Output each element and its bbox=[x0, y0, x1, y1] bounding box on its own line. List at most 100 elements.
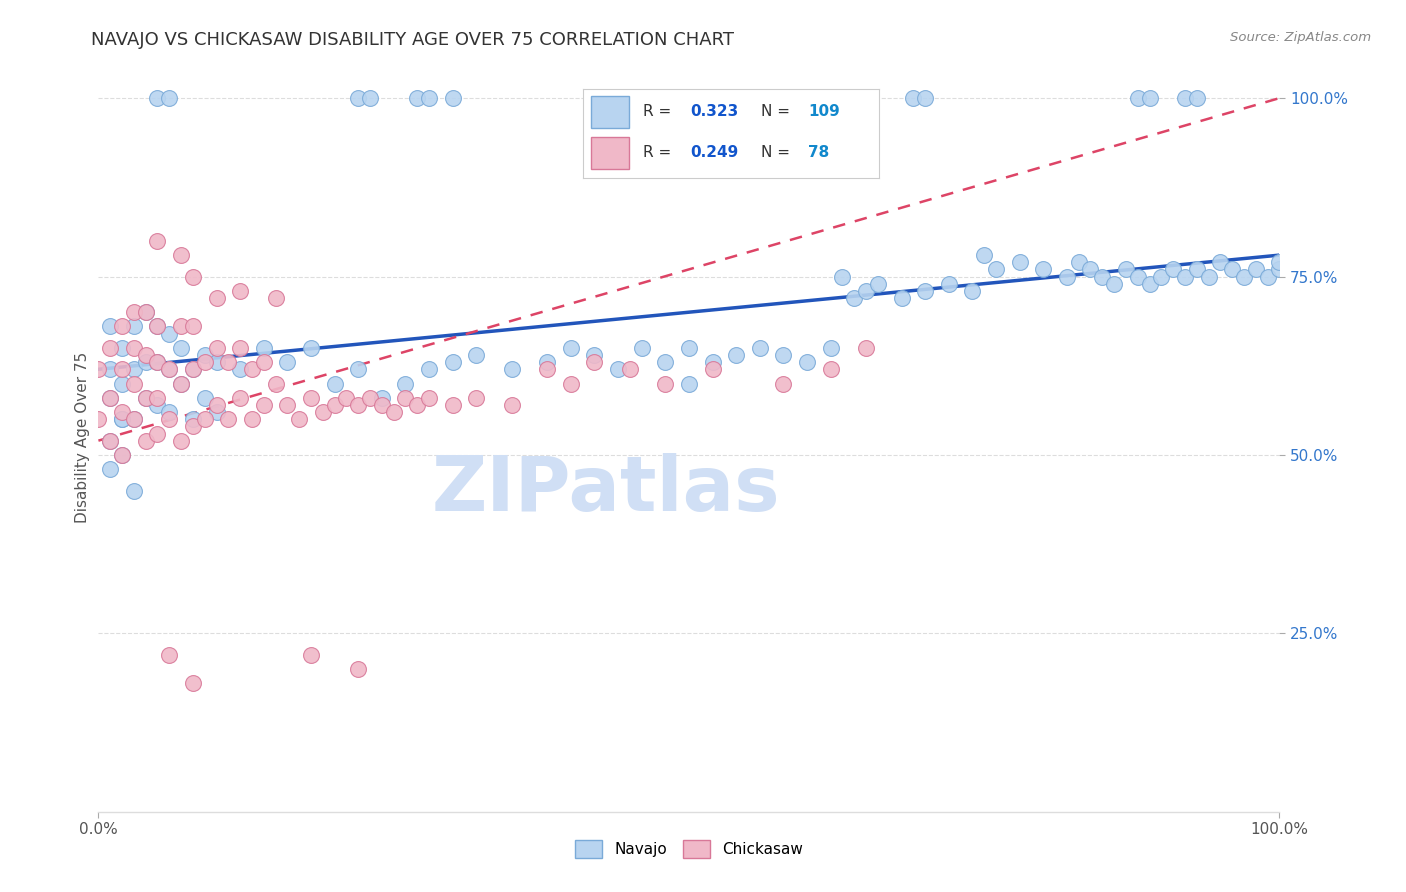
Point bbox=[418, 362, 440, 376]
Point bbox=[264, 291, 287, 305]
Point bbox=[1257, 269, 1279, 284]
Point bbox=[146, 319, 169, 334]
Point bbox=[157, 362, 180, 376]
Point bbox=[122, 305, 145, 319]
Point bbox=[914, 284, 936, 298]
Point bbox=[170, 434, 193, 448]
Point bbox=[1244, 262, 1267, 277]
Point bbox=[748, 341, 770, 355]
Point bbox=[111, 341, 134, 355]
Point bbox=[973, 248, 995, 262]
Point bbox=[855, 284, 877, 298]
Point bbox=[1067, 255, 1090, 269]
Point bbox=[135, 305, 157, 319]
Point bbox=[418, 391, 440, 405]
Point bbox=[170, 341, 193, 355]
Point bbox=[465, 348, 488, 362]
Text: R =: R = bbox=[643, 145, 676, 160]
Text: 0.249: 0.249 bbox=[690, 145, 738, 160]
Point bbox=[253, 355, 276, 369]
Point bbox=[205, 405, 228, 419]
Text: R =: R = bbox=[643, 104, 676, 120]
Point bbox=[962, 284, 984, 298]
Point bbox=[194, 348, 217, 362]
Point bbox=[170, 376, 193, 391]
Point bbox=[276, 398, 298, 412]
Text: N =: N = bbox=[761, 104, 790, 120]
Point bbox=[536, 355, 558, 369]
Point bbox=[441, 355, 464, 369]
Point bbox=[583, 348, 606, 362]
Point bbox=[157, 405, 180, 419]
Point bbox=[678, 376, 700, 391]
Point bbox=[229, 391, 252, 405]
Point bbox=[229, 284, 252, 298]
Point bbox=[299, 391, 322, 405]
Point bbox=[560, 376, 582, 391]
Point bbox=[890, 291, 912, 305]
Point bbox=[1233, 269, 1256, 284]
Point bbox=[702, 362, 724, 376]
Point bbox=[371, 391, 394, 405]
Text: 78: 78 bbox=[808, 145, 830, 160]
Point bbox=[1185, 262, 1208, 277]
Point bbox=[181, 419, 204, 434]
Point bbox=[820, 341, 842, 355]
Point bbox=[181, 362, 204, 376]
Point bbox=[135, 434, 157, 448]
Point bbox=[205, 398, 228, 412]
Point bbox=[135, 305, 157, 319]
Point bbox=[288, 412, 311, 426]
Point bbox=[98, 462, 121, 476]
Point bbox=[135, 348, 157, 362]
Point bbox=[441, 398, 464, 412]
Point bbox=[170, 319, 193, 334]
Point bbox=[418, 91, 440, 105]
Point bbox=[678, 341, 700, 355]
Point bbox=[205, 291, 228, 305]
Point bbox=[1126, 269, 1149, 284]
Point bbox=[560, 341, 582, 355]
Point bbox=[146, 391, 169, 405]
Point bbox=[347, 91, 370, 105]
Point bbox=[772, 348, 794, 362]
Point bbox=[122, 412, 145, 426]
Point bbox=[359, 391, 381, 405]
Point bbox=[240, 362, 263, 376]
Point bbox=[1080, 262, 1102, 277]
Point bbox=[170, 376, 193, 391]
Point bbox=[465, 391, 488, 405]
Point bbox=[1102, 277, 1125, 291]
Point bbox=[583, 355, 606, 369]
Point bbox=[866, 277, 889, 291]
Point bbox=[630, 341, 652, 355]
Point bbox=[1091, 269, 1114, 284]
Point bbox=[264, 376, 287, 391]
Point bbox=[607, 362, 630, 376]
Point bbox=[122, 483, 145, 498]
Point bbox=[1150, 269, 1173, 284]
Point bbox=[111, 362, 134, 376]
Point bbox=[441, 91, 464, 105]
Point bbox=[984, 262, 1007, 277]
Point bbox=[619, 362, 641, 376]
Point bbox=[181, 412, 204, 426]
Point bbox=[371, 398, 394, 412]
Point bbox=[903, 91, 925, 105]
Point bbox=[1139, 277, 1161, 291]
Point bbox=[1268, 262, 1291, 277]
Point bbox=[157, 91, 180, 105]
Point bbox=[299, 341, 322, 355]
Point bbox=[406, 91, 429, 105]
Point bbox=[146, 319, 169, 334]
FancyBboxPatch shape bbox=[591, 96, 630, 128]
Point bbox=[229, 362, 252, 376]
Point bbox=[299, 648, 322, 662]
Point bbox=[914, 91, 936, 105]
Point bbox=[323, 398, 346, 412]
Point bbox=[820, 362, 842, 376]
Point bbox=[394, 391, 416, 405]
Text: N =: N = bbox=[761, 145, 790, 160]
Point bbox=[146, 398, 169, 412]
Point bbox=[98, 391, 121, 405]
